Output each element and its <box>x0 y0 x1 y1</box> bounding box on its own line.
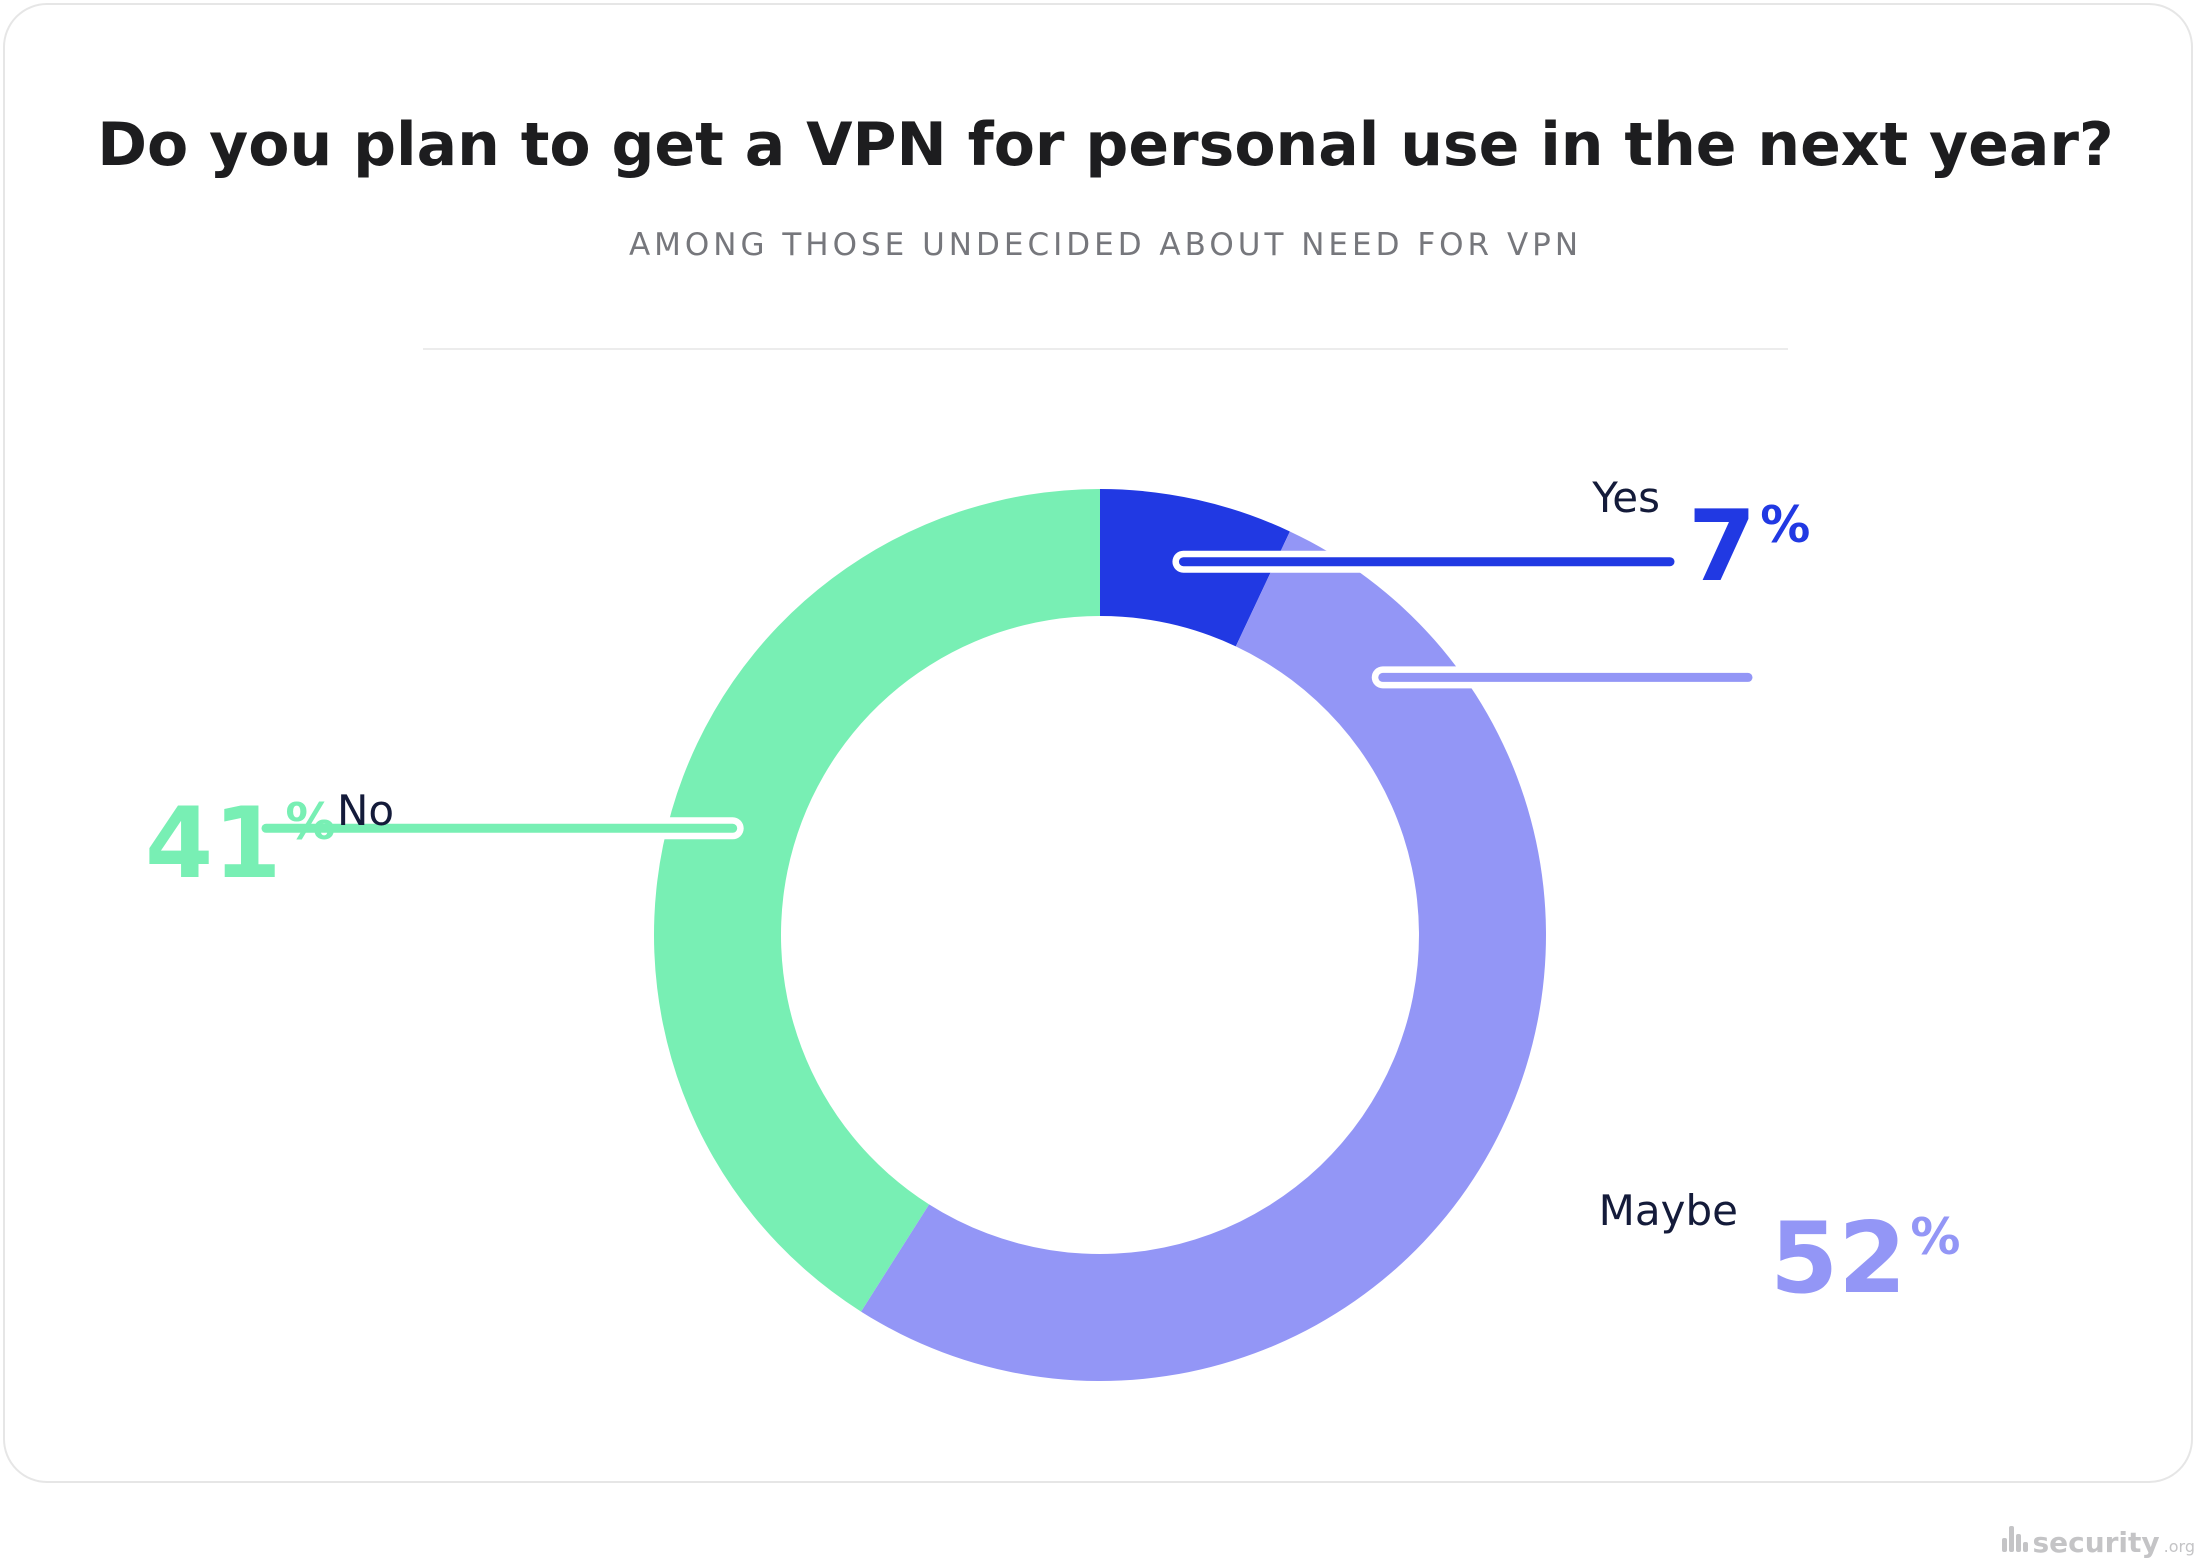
brand-name: security <box>2032 1526 2160 1559</box>
brand-tld: .org <box>2163 1537 2195 1556</box>
label-yes: Yes <box>1591 473 1660 522</box>
value-maybe: 52% <box>1770 1202 1961 1316</box>
unit-maybe: % <box>1910 1208 1960 1266</box>
slice-no <box>653 489 1100 1312</box>
label-maybe: Maybe <box>1599 1186 1738 1235</box>
value-no: 41% <box>145 787 336 901</box>
value-yes: 7% <box>1688 490 1810 604</box>
security-logo-icon <box>2002 1526 2029 1552</box>
chart-title: Do you plan to get a VPN for personal us… <box>97 110 2114 180</box>
unit-no: % <box>285 793 335 851</box>
chart-subtitle: AMONG THOSE UNDECIDED ABOUT NEED FOR VPN <box>628 227 1583 263</box>
title-divider <box>423 348 1788 350</box>
label-no: No <box>337 786 394 835</box>
slice-maybe <box>861 531 1546 1381</box>
chart-card: Do you plan to get a VPN for personal us… <box>3 3 2193 1483</box>
unit-yes: % <box>1760 496 1810 554</box>
brand-watermark: security .org <box>2002 1526 2195 1559</box>
